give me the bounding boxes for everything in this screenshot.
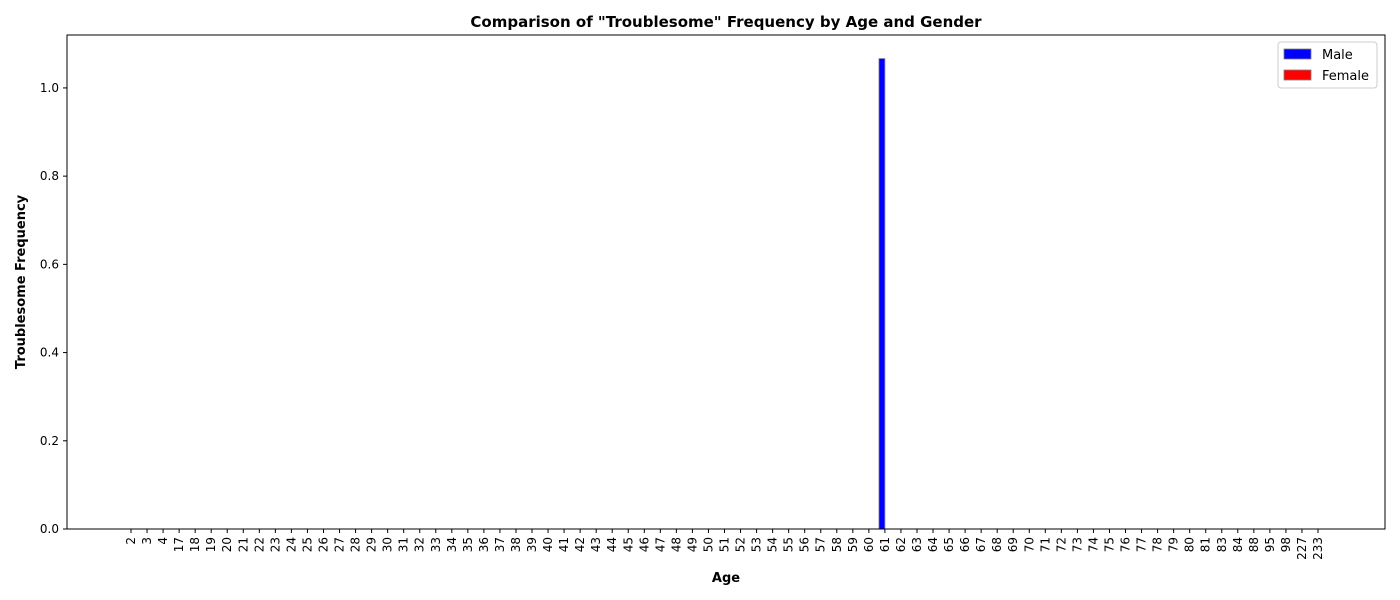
x-tick-label: 27 bbox=[333, 537, 347, 552]
x-tick-label: 28 bbox=[349, 537, 363, 552]
x-tick-label: 38 bbox=[509, 537, 523, 552]
y-tick-label: 1.0 bbox=[40, 81, 59, 95]
x-tick-label: 23 bbox=[268, 537, 282, 552]
x-tick-label: 59 bbox=[846, 537, 860, 552]
chart-title: Comparison of "Troublesome" Frequency by… bbox=[470, 13, 982, 31]
x-tick-label: 54 bbox=[766, 537, 780, 552]
x-tick-label: 83 bbox=[1215, 537, 1229, 552]
y-tick-label: 0.4 bbox=[40, 346, 59, 360]
x-tick-label: 56 bbox=[798, 537, 812, 552]
x-tick-label: 61 bbox=[878, 537, 892, 552]
x-tick-label: 98 bbox=[1279, 537, 1293, 552]
x-tick-label: 33 bbox=[429, 537, 443, 552]
bar-male-61 bbox=[878, 58, 886, 530]
x-tick-label: 19 bbox=[204, 537, 218, 552]
x-tick-label: 233 bbox=[1311, 537, 1325, 560]
x-tick-label: 95 bbox=[1263, 537, 1277, 552]
x-tick-label: 50 bbox=[701, 537, 715, 552]
x-tick-label: 48 bbox=[669, 537, 683, 552]
x-tick-label: 76 bbox=[1119, 537, 1133, 552]
x-tick-label: 47 bbox=[653, 537, 667, 552]
x-tick-label: 81 bbox=[1199, 537, 1213, 552]
x-tick-label: 20 bbox=[220, 537, 234, 552]
x-tick-label: 79 bbox=[1167, 537, 1181, 552]
x-tick-label: 32 bbox=[413, 537, 427, 552]
x-tick-label: 37 bbox=[493, 537, 507, 552]
plot-frame bbox=[66, 34, 1386, 530]
x-tick-label: 17 bbox=[172, 537, 186, 552]
x-tick-label: 2 bbox=[124, 537, 138, 545]
x-tick-label: 3 bbox=[140, 537, 154, 545]
x-tick-label: 34 bbox=[445, 537, 459, 552]
x-tick-label: 46 bbox=[637, 537, 651, 552]
y-tick-label: 0.0 bbox=[40, 522, 59, 536]
legend-swatch-male bbox=[1283, 48, 1312, 60]
legend: Male Female bbox=[1277, 41, 1378, 89]
x-tick-label: 39 bbox=[525, 537, 539, 552]
x-tick-label: 74 bbox=[1086, 537, 1100, 552]
legend-label-female: Female bbox=[1322, 69, 1369, 84]
x-tick-label: 51 bbox=[718, 537, 732, 552]
y-tick-label: 0.6 bbox=[40, 257, 59, 271]
x-tick-label: 35 bbox=[461, 537, 475, 552]
x-tick-label: 75 bbox=[1102, 537, 1116, 552]
x-tick-label: 22 bbox=[252, 537, 266, 552]
x-tick-label: 44 bbox=[605, 537, 619, 552]
x-tick-label: 227 bbox=[1295, 537, 1309, 560]
x-axis-title: Age bbox=[712, 571, 740, 586]
x-tick-label: 77 bbox=[1135, 537, 1149, 552]
x-tick-label: 49 bbox=[685, 537, 699, 552]
x-tick-label: 65 bbox=[942, 537, 956, 552]
x-tick-label: 43 bbox=[589, 537, 603, 552]
x-tick-label: 78 bbox=[1151, 537, 1165, 552]
x-tick-label: 64 bbox=[926, 537, 940, 552]
x-tick-label: 31 bbox=[397, 537, 411, 552]
x-tick-label: 21 bbox=[236, 537, 250, 552]
x-tick-label: 71 bbox=[1038, 537, 1052, 552]
x-tick-label: 30 bbox=[381, 537, 395, 552]
x-tick-label: 72 bbox=[1054, 537, 1068, 552]
x-tick-label: 73 bbox=[1070, 537, 1084, 552]
x-tick-label: 29 bbox=[365, 537, 379, 552]
x-tick-label: 26 bbox=[316, 537, 330, 552]
legend-swatch-female bbox=[1283, 69, 1312, 81]
x-tick-label: 69 bbox=[1006, 537, 1020, 552]
x-tick-label: 55 bbox=[782, 537, 796, 552]
x-tick-label: 41 bbox=[557, 537, 571, 552]
x-tick-label: 24 bbox=[284, 537, 298, 552]
x-tick-label: 36 bbox=[477, 537, 491, 552]
x-tick-label: 25 bbox=[300, 537, 314, 552]
x-axis: 2 3 4 17 18 19 20 21 22 23 24 25 26 27 28 29 30 31 32 33 34 3… bbox=[124, 529, 1325, 560]
x-tick-label: 18 bbox=[188, 537, 202, 552]
x-tick-label: 84 bbox=[1231, 537, 1245, 552]
x-tick-label: 40 bbox=[541, 537, 555, 552]
x-tick-label: 80 bbox=[1183, 537, 1197, 552]
x-tick-label: 70 bbox=[1022, 537, 1036, 552]
x-tick-label: 62 bbox=[894, 537, 908, 552]
x-tick-label: 52 bbox=[734, 537, 748, 552]
x-tick-label: 88 bbox=[1247, 537, 1261, 552]
bars-layer bbox=[878, 58, 886, 530]
x-tick-label: 66 bbox=[958, 537, 972, 552]
x-tick-label: 42 bbox=[573, 537, 587, 552]
x-tick-label: 45 bbox=[621, 537, 635, 552]
x-tick-label: 57 bbox=[814, 537, 828, 552]
y-tick-label: 0.2 bbox=[40, 434, 59, 448]
x-tick-label: 68 bbox=[990, 537, 1004, 552]
x-tick-label: 4 bbox=[156, 537, 170, 545]
x-tick-label: 53 bbox=[750, 537, 764, 552]
x-tick-label: 58 bbox=[830, 537, 844, 552]
y-tick-label: 0.8 bbox=[40, 169, 59, 183]
x-tick-label: 60 bbox=[862, 537, 876, 552]
x-tick-label: 63 bbox=[910, 537, 924, 552]
y-axis: 0.0 0.2 0.4 0.6 0.8 1.0 bbox=[40, 81, 67, 536]
x-tick-label: 67 bbox=[974, 537, 988, 552]
y-axis-title: Troublesome Frequency bbox=[14, 194, 29, 369]
legend-label-male: Male bbox=[1322, 48, 1353, 63]
